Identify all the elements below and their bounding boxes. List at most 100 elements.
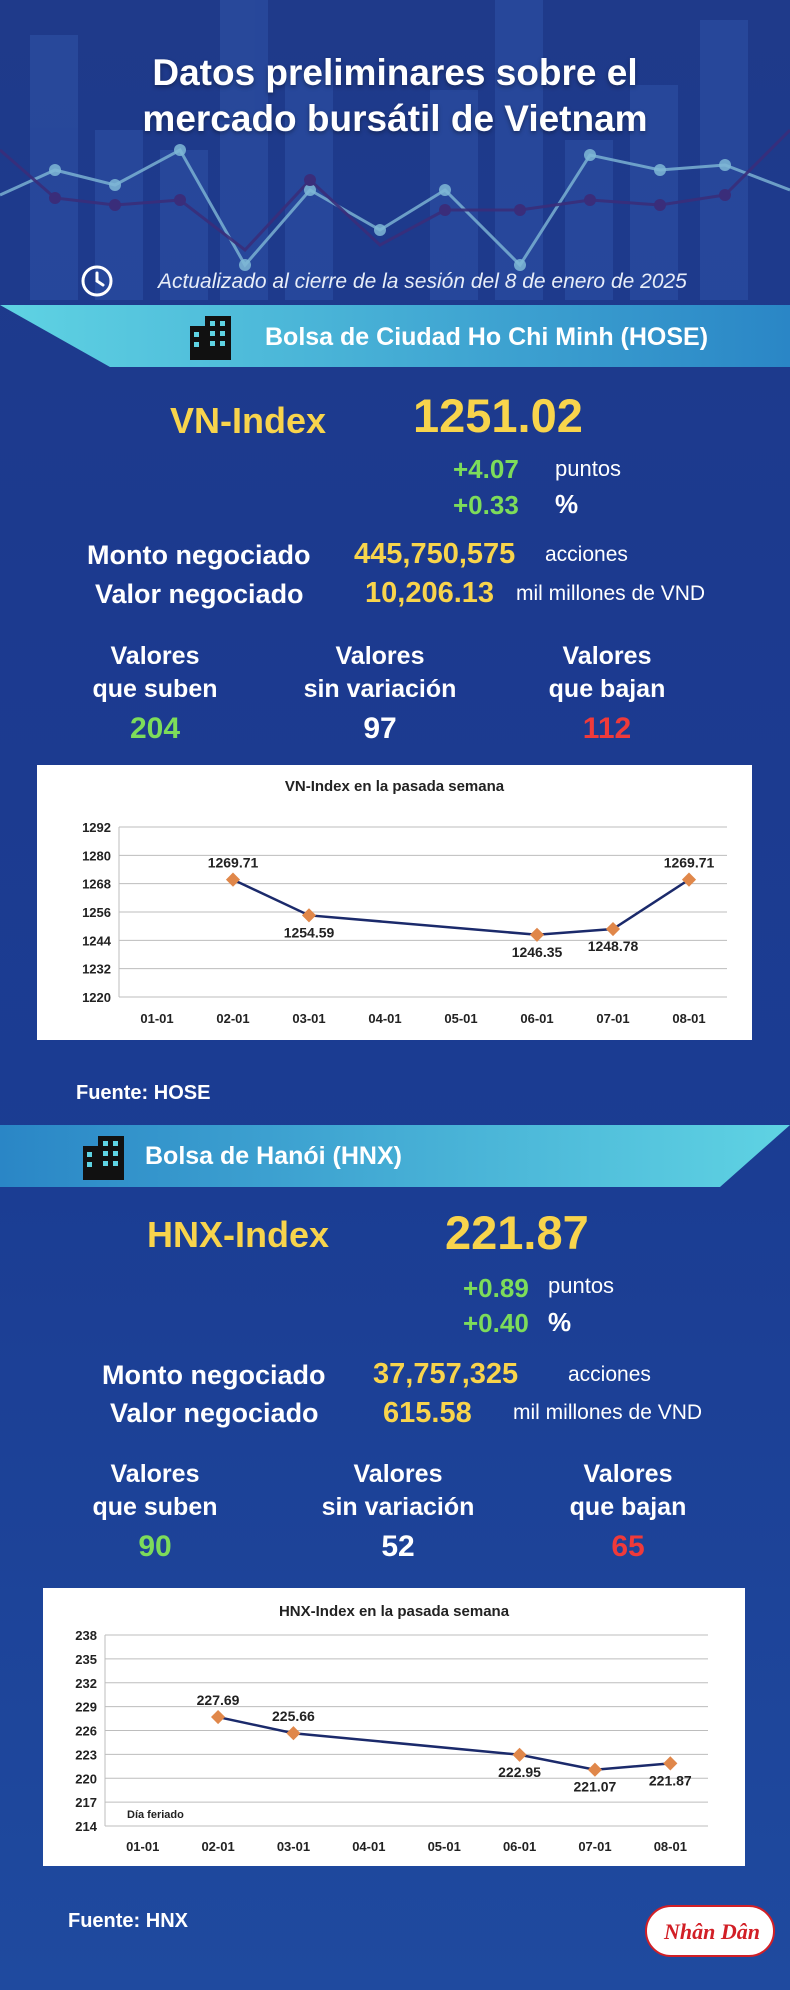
hose-flat-label: Valores sin variación <box>270 640 490 706</box>
hnx-x-tick-label: 01-01 <box>126 1839 159 1854</box>
updated-timestamp: Actualizado al cierre de la sesión del 8… <box>158 270 687 293</box>
vn-index-chart-svg: VN-Index en la pasada semana 1220 1232 1244… <box>82 778 727 1026</box>
title-line-1: Datos preliminares sobre el <box>152 52 638 93</box>
hnx-x-tick-label: 08-01 <box>654 1839 687 1854</box>
page-title: Datos preliminares sobre el mercado burs… <box>0 50 790 142</box>
hose-up-count: 204 <box>129 712 181 745</box>
vn-x-tick-label: 07-01 <box>596 1011 629 1026</box>
title-line-2: mercado bursátil de Vietnam <box>142 98 648 139</box>
vn-y-tick-label: 1220 <box>82 990 111 1005</box>
hnx-chart-title: HNX-Index en la pasada semana <box>279 1603 510 1620</box>
hnx-value-unit: mil millones de VND <box>513 1401 703 1424</box>
hnx-up-count: 90 <box>138 1530 172 1563</box>
hnx-y-tick-label: 226 <box>75 1724 97 1739</box>
hnx-down-label-2: que bajan <box>569 1493 687 1521</box>
hose-down-count: 112 <box>582 712 632 745</box>
hnx-flat-label: Valores sin variación <box>288 1458 508 1524</box>
hnx-series-line <box>217 1715 671 1771</box>
hnx-down-label-1: Valores <box>583 1460 673 1488</box>
hnx-y-tick-label: 214 <box>75 1819 97 1834</box>
hnx-x-tick-label: 07-01 <box>578 1839 611 1854</box>
hnx-data-label: 221.07 <box>574 1779 617 1795</box>
hnx-index-name: HNX-Index <box>147 1214 330 1255</box>
logo-text: Nhân Dân <box>664 1919 760 1944</box>
hnx-data-point <box>210 1709 226 1725</box>
vn-index-chart: VN-Index en la pasada semana 1220 1232 1244… <box>37 765 752 1040</box>
hnx-data-point <box>663 1756 678 1771</box>
hnx-down-count: 65 <box>611 1530 645 1563</box>
hose-flat-count: 97 <box>363 712 397 745</box>
hose-down-label-1: Valores <box>562 642 652 670</box>
hnx-data-label: 227.69 <box>197 1692 240 1708</box>
pct-unit: % <box>555 489 579 519</box>
hnx-x-tick-label: 03-01 <box>277 1839 310 1854</box>
vn-x-tick-label: 02-01 <box>216 1011 249 1026</box>
hnx-source: Fuente: HNX <box>68 1910 188 1932</box>
hose-flat-label-2: sin variación <box>303 675 457 703</box>
vn-y-tick-label: 1268 <box>82 877 111 892</box>
hnx-index-chart: HNX-Index en la pasada semana 214 217 220 22… <box>43 1588 745 1866</box>
hnx-value-label: Valor negociado <box>110 1398 319 1428</box>
hnx-up-label-2: que suben <box>92 1493 218 1521</box>
hnx-data-label: 221.87 <box>649 1772 692 1788</box>
vn-data-point <box>681 872 697 887</box>
hose-value-value: 10,206.13 <box>365 577 495 609</box>
hnx-y-tick-label: 229 <box>75 1700 97 1715</box>
vn-y-tick-label: 1256 <box>82 905 111 920</box>
hnx-data-point <box>512 1747 527 1762</box>
hnx-index-change-points: +0.89 <box>463 1273 529 1303</box>
hnx-x-tick-label: 04-01 <box>352 1839 385 1854</box>
hnx-index-change-pct: +0.40 <box>463 1308 529 1338</box>
hose-up-label-2: que suben <box>92 675 218 703</box>
hnx-volume-unit: acciones <box>568 1363 651 1386</box>
vn-data-label: 1269.71 <box>664 855 715 871</box>
hnx-up-label-1: Valores <box>110 1460 200 1488</box>
vn-x-tick-label: 08-01 <box>672 1011 705 1026</box>
hnx-flat-label-2: sin variación <box>321 1493 475 1521</box>
hose-value-label: Valor negociado <box>95 579 304 609</box>
hose-volume-label: Monto negociado <box>87 540 311 570</box>
vn-x-tick-label: 06-01 <box>520 1011 553 1026</box>
hose-down-label: Valores que bajan <box>497 640 717 706</box>
vn-data-point <box>225 872 241 887</box>
vn-x-tick-label: 04-01 <box>368 1011 401 1026</box>
hnx-banner <box>0 1125 790 1187</box>
hnx-index-value: 221.87 <box>445 1206 589 1259</box>
hnx-volume-value: 37,757,325 <box>373 1358 519 1390</box>
hnx-data-point <box>587 1762 603 1777</box>
hose-banner-label: Bolsa de Ciudad Ho Chi Minh (HOSE) <box>265 323 709 351</box>
vn-index-name: VN-Index <box>170 400 327 441</box>
hnx-down-label: Valores que bajan <box>518 1458 738 1524</box>
hnx-x-tick-label: 05-01 <box>428 1839 461 1854</box>
vn-y-tick-label: 1232 <box>82 962 111 977</box>
hnx-data-label: 225.66 <box>272 1708 315 1724</box>
vn-chart-title: VN-Index en la pasada semana <box>285 778 505 795</box>
vn-data-point <box>605 921 621 937</box>
hnx-up-label: Valores que suben <box>45 1458 265 1524</box>
hnx-y-tick-label: 232 <box>75 1676 97 1691</box>
hnx-x-tick-label: 06-01 <box>503 1839 536 1854</box>
hnx-y-tick-label: 238 <box>75 1628 97 1643</box>
vn-data-point <box>301 908 317 923</box>
hose-volume-unit: acciones <box>545 543 628 566</box>
hose-value-unit: mil millones de VND <box>516 582 706 605</box>
vn-index-change-pct: +0.33 <box>453 490 519 520</box>
hnx-annotation: Día feriado <box>127 1809 184 1821</box>
hose-volume-value: 445,750,575 <box>354 538 516 570</box>
vn-data-point <box>529 927 545 942</box>
hose-up-label-1: Valores <box>110 642 200 670</box>
hnx-y-tick-label: 235 <box>75 1652 97 1667</box>
hose-source: Fuente: HOSE <box>76 1082 211 1104</box>
header-decoration <box>0 0 790 300</box>
vn-data-label: 1248.78 <box>588 938 639 954</box>
hnx-flat-count: 52 <box>381 1530 415 1563</box>
hnx-y-tick-label: 223 <box>75 1747 97 1762</box>
points-unit: puntos <box>555 456 622 481</box>
vn-data-label: 1246.35 <box>512 944 563 960</box>
hnx-flat-label-1: Valores <box>353 1460 443 1488</box>
vn-y-tick-label: 1280 <box>82 848 111 863</box>
hose-down-label-2: que bajan <box>548 675 666 703</box>
hnx-x-tick-label: 02-01 <box>201 1839 234 1854</box>
building-icon <box>190 316 231 360</box>
vn-index-value: 1251.02 <box>413 389 583 442</box>
